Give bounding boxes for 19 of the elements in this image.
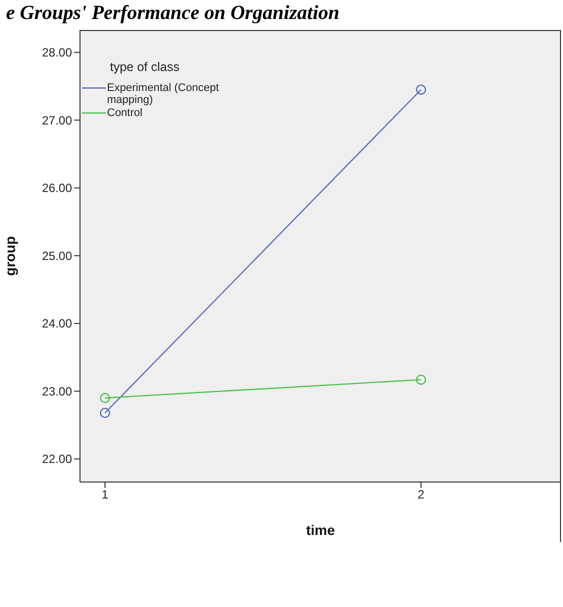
y-tick-label: 23.00 [42, 384, 72, 398]
y-tick-label: 28.00 [42, 46, 72, 60]
point [100, 408, 110, 418]
legend-title: type of class [110, 60, 180, 74]
y-tick-label: 26.00 [42, 181, 72, 196]
y-tick-label: 22.00 [42, 452, 72, 466]
chart-title: e Groups' Performance on Organization [6, 2, 340, 25]
legend-label: Control [107, 107, 142, 119]
point [100, 392, 110, 404]
point [416, 84, 426, 95]
x-axis-title: time [306, 522, 336, 538]
y-tick-label: 27.00 [42, 113, 72, 128]
y-axis-title: group [2, 236, 18, 276]
point [416, 374, 426, 385]
y-tick-label: 24.00 [42, 316, 72, 331]
y-tick-label: 25.00 [42, 248, 72, 263]
x-tick-label: 1 [102, 488, 109, 502]
x-tick-label: 2 [418, 488, 425, 502]
legend-label: Experimental (Concept mapping) [107, 82, 220, 106]
